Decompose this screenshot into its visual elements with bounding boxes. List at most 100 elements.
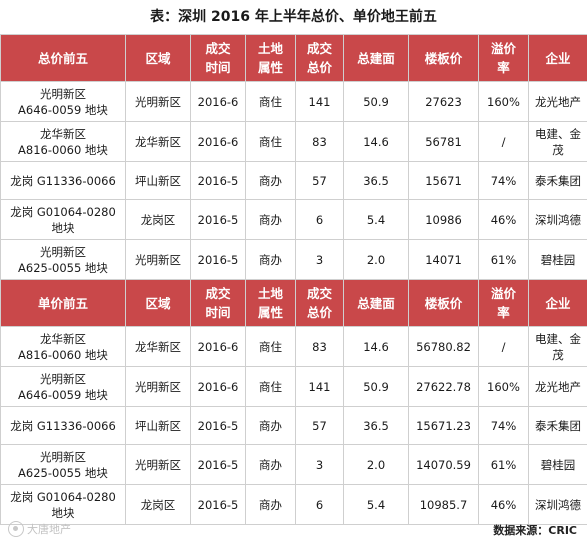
total-header-land-parcel: 总价前五 [0,34,126,82]
total-cell-developer: 电建、金茂 [528,121,587,162]
unit-cell-district: 龙华新区 [125,326,191,367]
unit-header-developer: 企业 [528,279,587,327]
unit-cell-total-price: 3 [295,444,344,485]
total-header-floor-price: 楼板价 [408,34,479,82]
total-cell-floor-price: 10986 [408,199,479,240]
total-header-land-use: 土地 属性 [245,34,296,82]
total-cell-deal-date: 2016-6 [190,121,246,162]
unit-table-row: 龙岗 G11336-0066 坪山新区 2016-5 商办 57 36.5 15671.23… [0,406,587,445]
unit-cell-land-parcel: 龙华新区 A816-0060 地块 [0,326,126,367]
total-cell-land-parcel: 龙岗 G11336-0066 [0,161,126,200]
unit-cell-developer: 龙光地产 [528,366,587,407]
total-cell-total-price: 141 [295,81,344,122]
unit-cell-total-price: 141 [295,366,344,407]
unit-cell-floor-area: 36.5 [343,406,409,445]
total-table-row: 光明新区 A646-0059 地块 光明新区 2016-6 商住 141 50.9 27623… [0,81,587,122]
unit-cell-district: 坪山新区 [125,406,191,445]
total-cell-floor-price: 14071 [408,239,479,280]
total-header-row: 总价前五 区域 成交 时间 土地 属性 成交 总价 总建面 楼板价 溢价率企业 [0,34,587,82]
unit-cell-land-parcel: 光明新区 A646-0059 地块 [0,366,126,407]
unit-header-district: 区域 [125,279,191,327]
total-cell-total-price: 3 [295,239,344,280]
total-cell-floor-price: 56781 [408,121,479,162]
unit-cell-district: 龙岗区 [125,484,191,525]
total-cell-land-use: 商办 [245,161,296,200]
unit-cell-floor-area: 50.9 [343,366,409,407]
total-cell-developer: 泰禾集团 [528,161,587,200]
unit-cell-premium-rate: 74% [478,406,529,445]
unit-cell-deal-date: 2016-5 [190,406,246,445]
total-cell-land-parcel: 光明新区 A625-0055 地块 [0,239,126,280]
total-header-developer: 企业 [528,34,587,82]
total-cell-land-parcel: 龙华新区 A816-0060 地块 [0,121,126,162]
unit-cell-land-parcel: 龙岗 G01064-0280 地块 [0,484,126,525]
total-cell-premium-rate: / [478,121,529,162]
table-title: 表：深圳 2016 年上半年总价、单价地王前五 [150,9,437,25]
unit-cell-land-use: 商办 [245,484,296,525]
total-cell-floor-area: 36.5 [343,161,409,200]
total-cell-total-price: 6 [295,199,344,240]
watermark-text: 大唐地产 [27,523,71,536]
total-header-deal-date: 成交 时间 [190,34,246,82]
unit-cell-developer: 电建、金茂 [528,326,587,367]
unit-cell-land-use: 商住 [245,326,296,367]
total-header-floor-area: 总建面 [343,34,409,82]
unit-header-total-price: 成交 总价 [295,279,344,327]
total-cell-floor-area: 50.9 [343,81,409,122]
unit-header-deal-date: 成交 时间 [190,279,246,327]
total-cell-total-price: 83 [295,121,344,162]
unit-cell-floor-area: 14.6 [343,326,409,367]
unit-header-row: 单价前五 区域 成交 时间 土地 属性 成交 总价 总建面 楼板价 溢价率企业 [0,279,587,327]
unit-cell-total-price: 83 [295,326,344,367]
unit-cell-premium-rate: / [478,326,529,367]
unit-cell-deal-date: 2016-5 [190,444,246,485]
unit-cell-floor-area: 5.4 [343,484,409,525]
total-header-total-price: 成交 总价 [295,34,344,82]
total-cell-district: 龙岗区 [125,199,191,240]
total-cell-district: 光明新区 [125,239,191,280]
total-cell-district: 龙华新区 [125,121,191,162]
total-cell-district: 坪山新区 [125,161,191,200]
unit-cell-deal-date: 2016-6 [190,326,246,367]
total-cell-premium-rate: 46% [478,199,529,240]
total-cell-land-use: 商办 [245,199,296,240]
unit-cell-district: 光明新区 [125,444,191,485]
total-cell-floor-area: 5.4 [343,199,409,240]
total-cell-total-price: 57 [295,161,344,200]
unit-cell-total-price: 57 [295,406,344,445]
unit-table-row: 龙华新区 A816-0060 地块 龙华新区 2016-6 商住 83 14.6 56780.… [0,326,587,367]
total-cell-premium-rate: 74% [478,161,529,200]
unit-cell-floor-price: 15671.23 [408,406,479,445]
total-cell-developer: 碧桂园 [528,239,587,280]
weibo-icon [8,521,24,537]
total-cell-land-parcel: 龙岗 G01064-0280 地块 [0,199,126,240]
total-table-row: 龙岗 G01064-0280 地块 龙岗区 2016-5 商办 6 5.4 10986 46% 深… [0,199,587,240]
unit-header-land-use: 土地 属性 [245,279,296,327]
total-cell-floor-price: 15671 [408,161,479,200]
total-cell-land-use: 商住 [245,121,296,162]
total-cell-premium-rate: 61% [478,239,529,280]
total-cell-developer: 深圳鸿德 [528,199,587,240]
total-cell-floor-area: 14.6 [343,121,409,162]
unit-header-land-parcel: 单价前五 [0,279,126,327]
total-cell-deal-date: 2016-6 [190,81,246,122]
unit-cell-floor-area: 2.0 [343,444,409,485]
unit-header-floor-area: 总建面 [343,279,409,327]
total-cell-floor-price: 27623 [408,81,479,122]
unit-cell-premium-rate: 61% [478,444,529,485]
unit-cell-deal-date: 2016-6 [190,366,246,407]
unit-cell-land-parcel: 龙岗 G11336-0066 [0,406,126,445]
land-king-table: 总价前五 区域 成交 时间 土地 属性 成交 总价 总建面 楼板价 溢价率企业 光明新区 A646-00… [0,34,587,525]
footer: 大唐地产 数据来源：CRIC [0,518,587,544]
total-cell-floor-area: 2.0 [343,239,409,280]
total-table-row: 光明新区 A625-0055 地块 光明新区 2016-5 商办 3 2.0 14071 61%… [0,239,587,280]
unit-cell-land-parcel: 光明新区 A625-0055 地块 [0,444,126,485]
total-header-premium-rate: 溢价率 [478,34,529,82]
total-table-row: 龙岗 G11336-0066 坪山新区 2016-5 商办 57 36.5 15671 74%… [0,161,587,200]
total-cell-land-use: 商办 [245,239,296,280]
unit-cell-developer: 深圳鸿德 [528,484,587,525]
total-table-row: 龙华新区 A816-0060 地块 龙华新区 2016-6 商住 83 14.6 56781/… [0,121,587,162]
unit-cell-floor-price: 27622.78 [408,366,479,407]
total-cell-deal-date: 2016-5 [190,239,246,280]
total-header-district: 区域 [125,34,191,82]
